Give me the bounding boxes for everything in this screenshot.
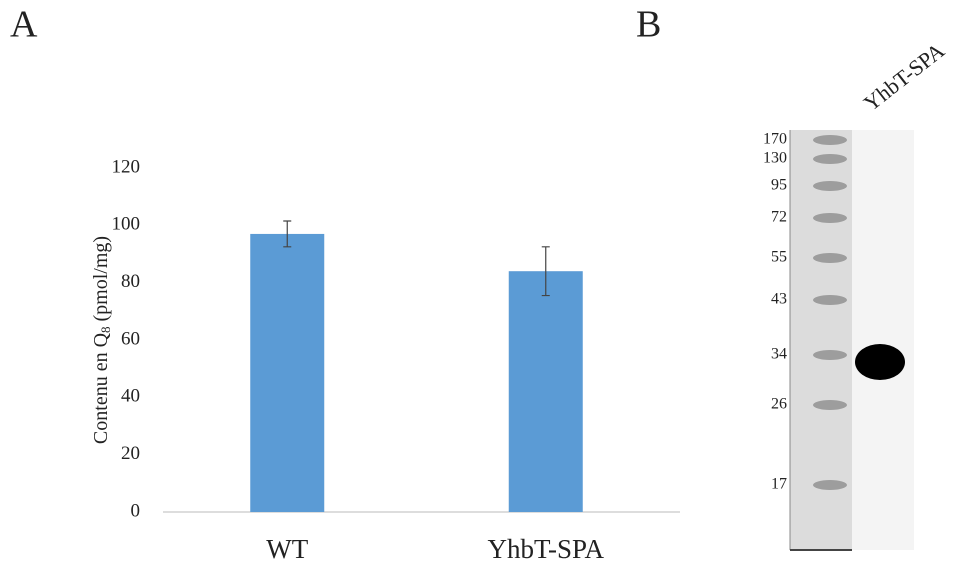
panel-label: A bbox=[10, 4, 38, 46]
y-label-subscript: 8 bbox=[98, 326, 113, 333]
ladder-band bbox=[813, 480, 847, 490]
marker-label: 130 bbox=[763, 150, 787, 167]
ladder-band bbox=[813, 295, 847, 305]
y-tick-label: 80 bbox=[121, 271, 140, 292]
ladder-band bbox=[813, 135, 847, 145]
panel-label: B bbox=[636, 4, 661, 46]
y-axis-label: Contenu en Q8 (pmol/mg) bbox=[90, 236, 113, 444]
marker-label: 43 bbox=[771, 291, 787, 308]
sample-lane bbox=[852, 130, 914, 550]
y-tick-label: 40 bbox=[121, 386, 140, 407]
marker-label: 170 bbox=[763, 131, 787, 148]
protein-band bbox=[855, 344, 905, 380]
marker-label: 34 bbox=[771, 346, 787, 363]
x-tick-label: YhbT-SPA bbox=[487, 534, 604, 564]
ladder-band bbox=[813, 213, 847, 223]
marker-label: 72 bbox=[771, 209, 787, 226]
error-bar bbox=[283, 220, 292, 248]
lane-label: YhbT-SPA bbox=[859, 38, 949, 116]
ladder-band bbox=[813, 154, 847, 164]
marker-label: 95 bbox=[771, 177, 787, 194]
marker-label: 55 bbox=[771, 249, 787, 266]
marker-label: 17 bbox=[771, 476, 787, 493]
y-tick-label: 120 bbox=[112, 156, 141, 177]
error-bar bbox=[541, 246, 550, 297]
x-tick-label: WT bbox=[266, 534, 308, 564]
bar bbox=[508, 271, 583, 512]
y-tick-label: 0 bbox=[131, 500, 141, 521]
bar bbox=[250, 233, 325, 512]
y-tick-label: 60 bbox=[121, 328, 140, 349]
y-label-text: Contenu en Q bbox=[90, 332, 112, 444]
y-tick-label: 100 bbox=[112, 214, 141, 235]
ladder-band bbox=[813, 253, 847, 263]
ladder-band bbox=[813, 400, 847, 410]
ladder-lane bbox=[790, 130, 852, 550]
blot: YhbT-SPA bbox=[789, 38, 949, 551]
ladder-band bbox=[813, 181, 847, 191]
y-tick-label: 20 bbox=[121, 443, 140, 464]
marker-label: 26 bbox=[771, 396, 787, 413]
ladder-band bbox=[813, 350, 847, 360]
y-label-text: (pmol/mg) bbox=[90, 236, 112, 327]
